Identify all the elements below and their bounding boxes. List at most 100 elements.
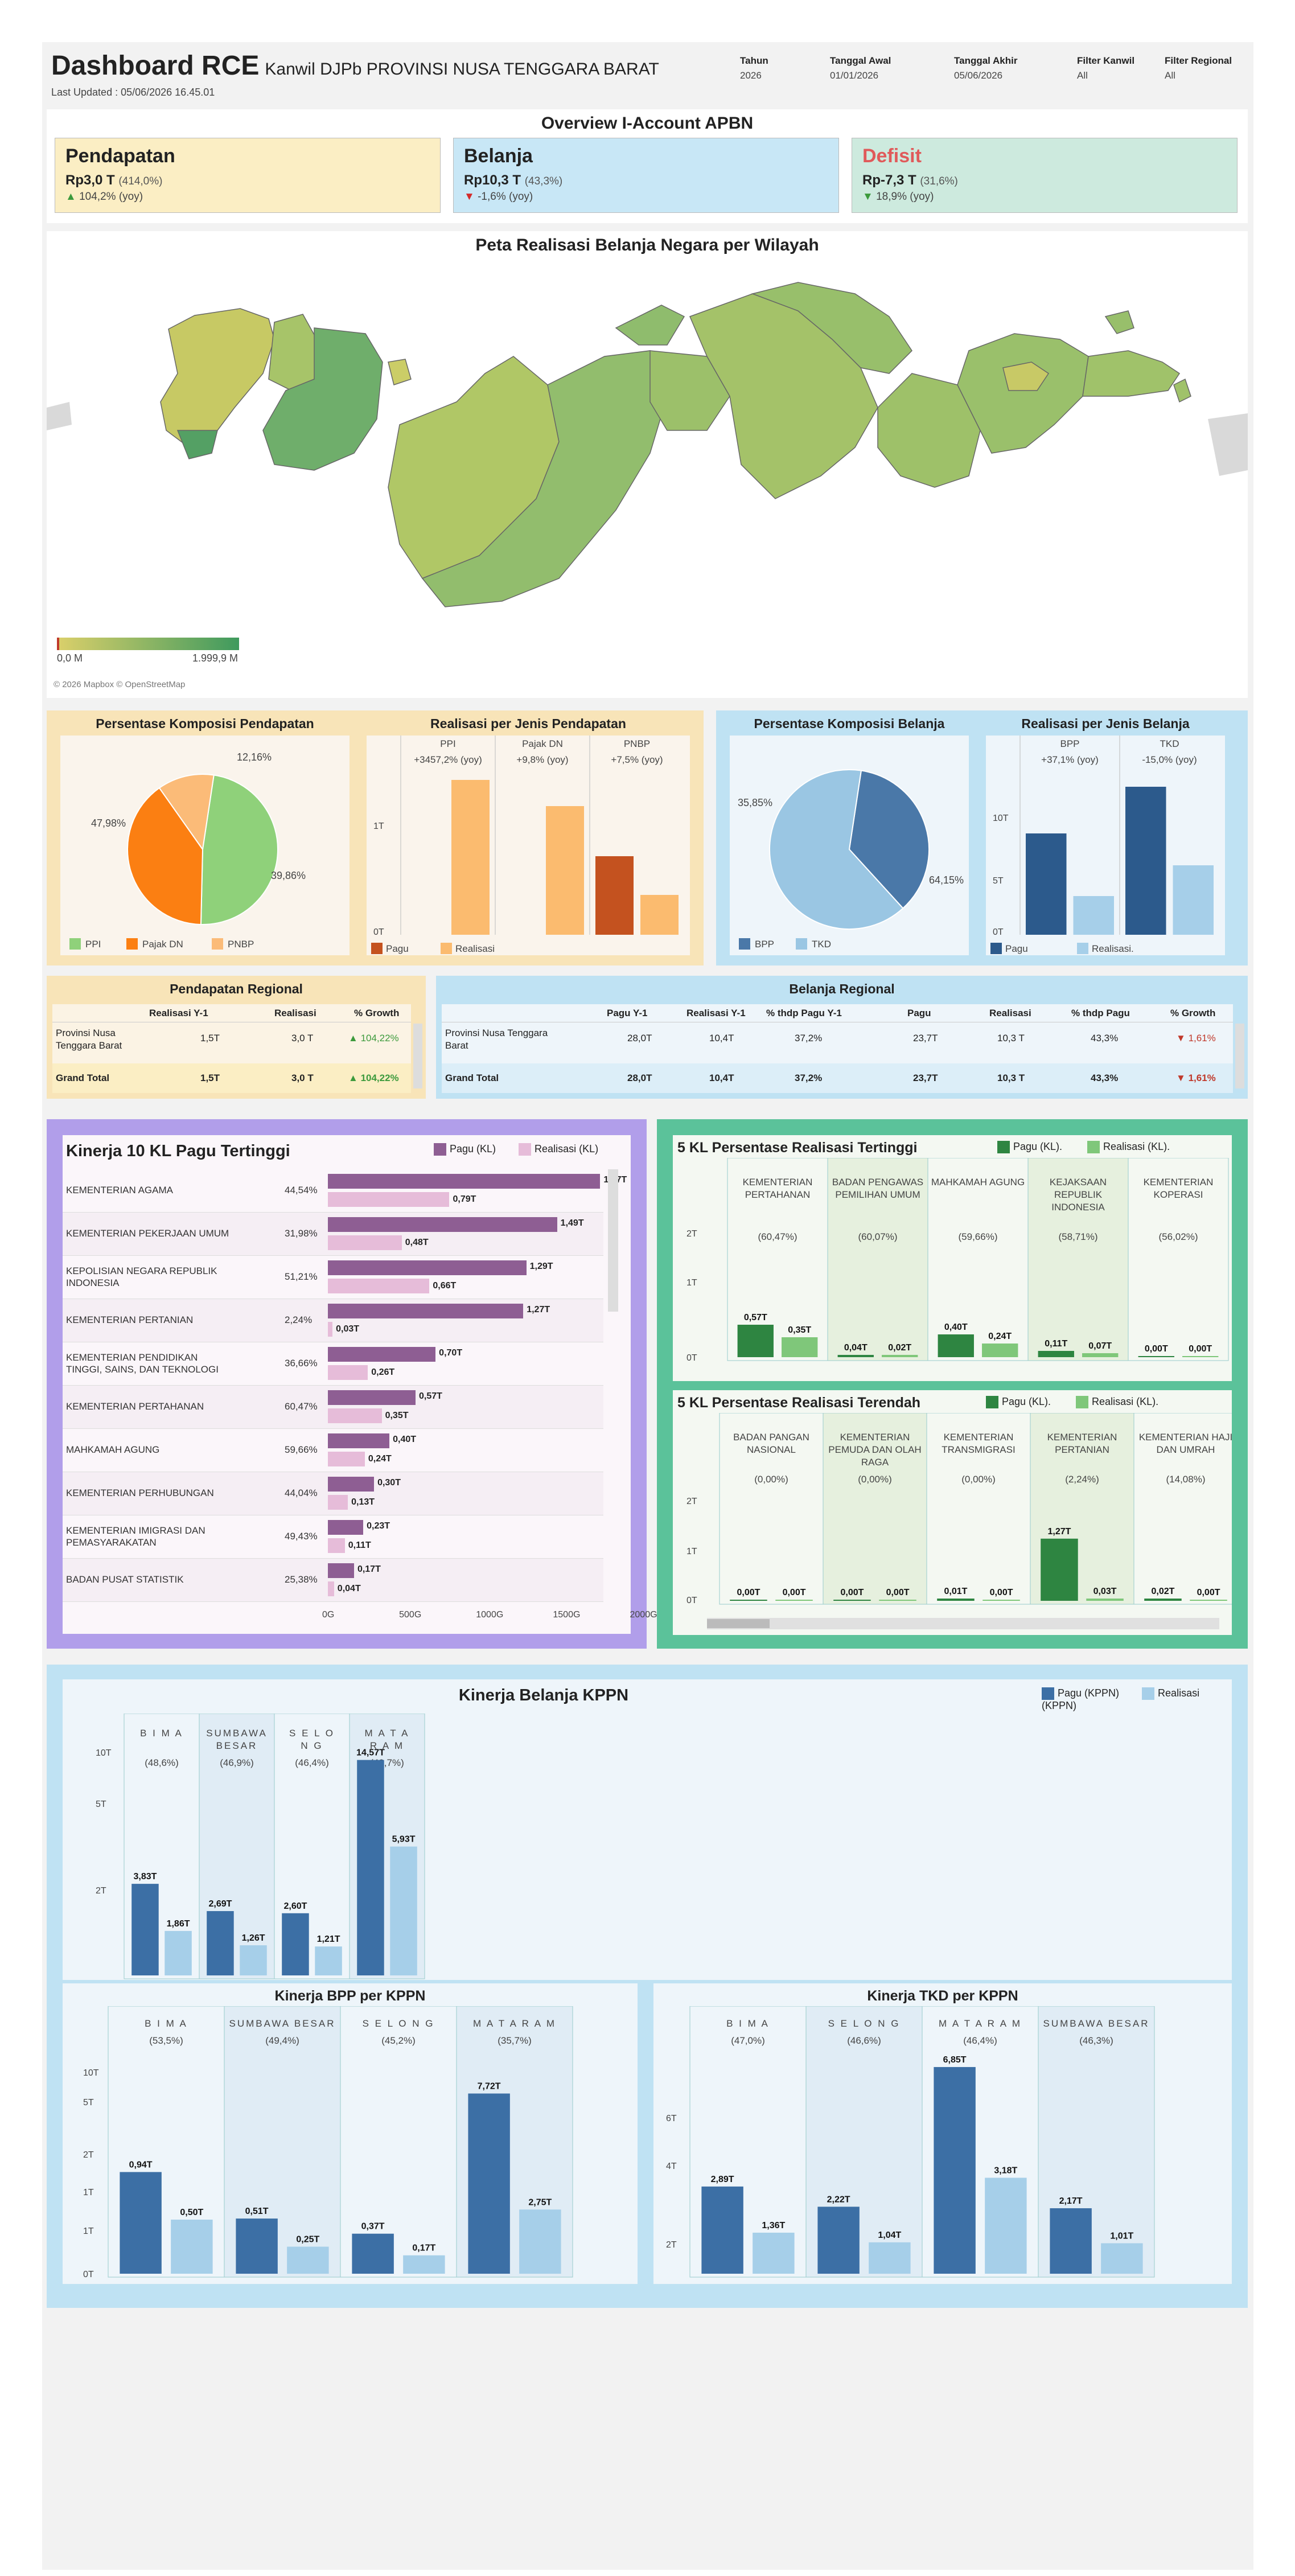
pagu-bar <box>328 1433 390 1448</box>
kinerja-10kl-title: Kinerja 10 KL Pagu Tertinggi <box>66 1142 290 1160</box>
pagu-bar <box>1144 1599 1182 1601</box>
table-row[interactable]: Provinsi Nusa Tenggara Barat 28,0T 10,4T… <box>445 1028 1216 1051</box>
pagu-label: 0,37T <box>361 2222 385 2232</box>
table-row[interactable]: KEMENTERIAN PERTAHANAN 60,47% 0,57T 0,35T <box>63 1386 603 1429</box>
pagu-label: 0,57T <box>744 1313 767 1322</box>
card-pendapatan[interactable]: Pendapatan Rp3,0 T (414,0%) ▲ 104,2% (yo… <box>55 138 441 213</box>
top5-chart[interactable]: KEMENTERIANPERTAHANAN(60,47%)0,57T0,35TB… <box>673 1158 1232 1381</box>
table-row[interactable]: KEPOLISIAN NEGARA REPUBLIK INDONESIA 51,2… <box>63 1256 603 1299</box>
pagu-label: 0,70T <box>439 1348 463 1358</box>
pie-label: 35,85% <box>738 797 772 808</box>
dashboard-page: Dashboard RCE Kanwil DJPb PROVINSI NUSA T… <box>42 42 1253 2570</box>
group-column <box>1030 1413 1134 1605</box>
filter-regional[interactable]: Filter Regional All <box>1165 55 1232 81</box>
pagu-label: 0,30T <box>377 1478 401 1488</box>
jenis-pendapatan-chart[interactable]: PPI +3457,2% (yoy) Pajak DN +9,8% (yoy) PNBP… <box>367 736 690 955</box>
realisasi-bar <box>328 1235 402 1250</box>
group-percent: (56,02%) <box>1159 1231 1198 1242</box>
table-row[interactable]: KEMENTERIAN PERTANIAN 2,24% 1,27T 0,03T <box>63 1299 603 1342</box>
group-label: BADAN PENGAWAS <box>832 1177 923 1188</box>
overview-panel: Overview I-Account APBN Pendapatan Rp3,0… <box>47 109 1248 223</box>
axis-tick: 500G <box>399 1610 422 1620</box>
pie-slice-pajak-dn <box>127 787 204 925</box>
filter-tanggal-awal[interactable]: Tanggal Awal 01/01/2026 <box>830 55 891 81</box>
belanja-pie-chart[interactable]: 35,85% 64,15% BPP TKD <box>730 736 969 955</box>
group-label: REPUBLIK <box>1054 1189 1103 1200</box>
table-row[interactable]: BADAN PUSAT STATISTIK 25,38% 0,17T 0,04T <box>63 1559 603 1602</box>
filter-kanwil[interactable]: Filter Kanwil All <box>1077 55 1135 81</box>
filter-tanggal-akhir[interactable]: Tanggal Akhir 05/06/2026 <box>954 55 1018 81</box>
pagu-bar <box>837 1355 874 1357</box>
pagu-bar <box>934 2066 976 2274</box>
filter-tahun[interactable]: Tahun 2026 <box>740 55 768 81</box>
pagu-bar <box>328 1390 416 1405</box>
scrollbar[interactable] <box>1235 1024 1244 1088</box>
column-label: Pajak DN <box>522 738 563 749</box>
group-percent: (46,4%) <box>963 2035 997 2046</box>
table-row[interactable]: KEMENTERIAN PERHUBUNGAN 44,04% 0,30T 0,13T <box>63 1472 603 1515</box>
group-label: BADAN PANGAN <box>733 1432 809 1443</box>
table-row[interactable]: KEMENTERIAN IMIGRASI DAN PEMASYARAKATAN 4… <box>63 1515 603 1559</box>
pagu-bar <box>120 2172 162 2274</box>
realisasi-bar <box>328 1408 382 1423</box>
pagu-bar <box>352 2233 394 2274</box>
realisasi-bar <box>1082 1353 1119 1357</box>
pagu-bar <box>282 1913 309 1975</box>
table-row[interactable]: KEMENTERIAN PEKERJAAN UMUM 31,98% 1,49T 0,4… <box>63 1213 603 1256</box>
realisasi-label: 0,79T <box>453 1194 476 1204</box>
group-percent: (48,6%) <box>145 1757 179 1768</box>
realisasi-label: 1,86T <box>167 1919 190 1929</box>
axis-tick: 5T <box>83 2098 94 2107</box>
top5-legend: Pagu (KL). Realisasi (KL). <box>997 1141 1170 1154</box>
kl-name: KEMENTERIAN PEKERJAAN UMUM <box>66 1228 229 1239</box>
column-label: PNBP <box>624 738 650 749</box>
axis-tick: 0T <box>373 927 384 937</box>
pendapatan-pie-chart[interactable]: 47,98% 39,86% 12,16% PPI Pajak DN PNBP <box>60 736 350 955</box>
tkd-chart[interactable]: B I M A (47,0%) 2,89T 1,36T S E L O N G (46,6… <box>653 2006 1232 2284</box>
scrollbar[interactable] <box>707 1618 1219 1629</box>
region-map[interactable] <box>47 260 1248 658</box>
scrollbar[interactable] <box>413 1024 422 1088</box>
card-belanja[interactable]: Belanja Rp10,3 T (43,3%) ▼ -1,6% (yoy) <box>453 138 839 213</box>
scrollbar[interactable] <box>608 1169 618 1312</box>
kl-name: KEMENTERIAN AGAMA <box>66 1185 173 1195</box>
pie-label: 12,16% <box>237 751 272 763</box>
realisasi-label: 1,26T <box>242 1933 265 1943</box>
belanja-regional-table: Pagu Y-1 Realisasi Y-1 % thdp Pagu Y-1 P… <box>442 1004 1233 1093</box>
pagu-label: 0,94T <box>129 2160 153 2170</box>
axis-tick: 1500G <box>553 1610 581 1620</box>
realisasi-bar <box>985 2178 1027 2274</box>
pendapatan-regional-section: Pendapatan Regional Realisasi Y-1 Realis… <box>47 976 426 1099</box>
realisasi-label: 0,11T <box>348 1540 371 1550</box>
bottom5-legend: Pagu (KL). Realisasi (KL). <box>986 1396 1158 1409</box>
bpp-chart[interactable]: B I M A (53,5%) 0,94T 0,50T SUMBAWA BESAR (49… <box>63 2006 638 2284</box>
table-header: Realisasi Y-1 Realisasi % Growth <box>52 1004 411 1022</box>
column-label: BPP <box>1060 738 1079 749</box>
table-row[interactable]: MAHKAMAH AGUNG 59,66% 0,40T 0,24T <box>63 1429 603 1472</box>
legend-label: Realisasi <box>455 943 495 954</box>
realisasi-label: 0,25T <box>296 2235 319 2245</box>
column-growth: -15,0% (yoy) <box>1142 754 1197 765</box>
table-row[interactable]: KEMENTERIAN PENDIDIKAN TINGGI, SAINS, DA… <box>63 1342 603 1386</box>
kl-name: KEMENTERIAN PERTANIAN <box>66 1314 194 1325</box>
column-label: TKD <box>1160 738 1179 749</box>
kl-name: KEPOLISIAN NEGARA REPUBLIK INDONESIA <box>66 1266 217 1288</box>
table-row[interactable]: Provinsi Nusa Tenggara Barat 1,5T 3,0 T … <box>56 1028 399 1051</box>
kl-percent: 36,66% <box>285 1358 318 1369</box>
card-defisit[interactable]: Defisit Rp-7,3 T (31,6%) ▼ 18,9% (yoy) <box>852 138 1238 213</box>
group-label: SUMBAWA <box>206 1728 268 1739</box>
realisasi-bar <box>240 1945 267 1975</box>
pagu-label: 1,27T <box>527 1305 550 1314</box>
jenis-belanja-chart[interactable]: BPP +37,1% (yoy) TKD -15,0% (yoy) 10T 5T 0TPag… <box>986 736 1225 955</box>
pagu-label: 0,17T <box>357 1564 381 1574</box>
group-percent: (46,6%) <box>847 2035 881 2046</box>
pagu-bar <box>328 1174 601 1189</box>
pendapatan-regional-title: Pendapatan Regional <box>170 981 303 996</box>
pagu-bar <box>817 2207 860 2274</box>
group-label: KEMENTERIAN <box>1144 1177 1214 1188</box>
group-column <box>926 1413 1031 1605</box>
pagu-bar <box>938 1334 974 1357</box>
